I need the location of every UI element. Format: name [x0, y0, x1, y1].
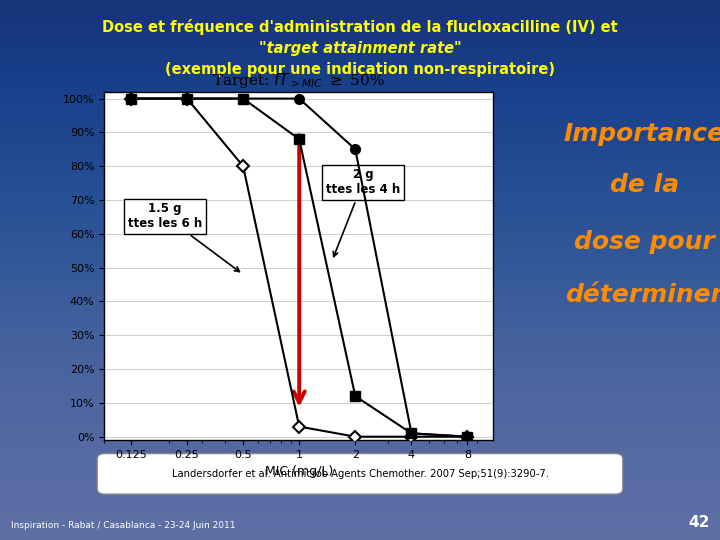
Title: Target: $\mathit{f}T_{>MIC}$ $\geq$ 50%: Target: $\mathit{f}T_{>MIC}$ $\geq$ 50% — [212, 71, 385, 90]
X-axis label: MIC (mg/L): MIC (mg/L) — [265, 465, 333, 478]
Text: Dose et fréquence d'administration de la flucloxacilline (IV) et: Dose et fréquence d'administration de la… — [102, 19, 618, 35]
Text: 2 g
ttes les 4 h: 2 g ttes les 4 h — [326, 168, 400, 256]
FancyBboxPatch shape — [97, 454, 623, 494]
Text: Importance: Importance — [564, 122, 720, 145]
Text: Inspiration - Rabat / Casablanca - 23-24 Juin 2011: Inspiration - Rabat / Casablanca - 23-24… — [11, 521, 235, 530]
Text: "target attainment rate": "target attainment rate" — [258, 40, 462, 56]
Text: Landersdorfer et al. Antimicrob Agents Chemother. 2007 Sep;51(9):3290-7.: Landersdorfer et al. Antimicrob Agents C… — [171, 469, 549, 478]
Text: dose pour: dose pour — [574, 230, 715, 253]
Text: 1.5 g
ttes les 6 h: 1.5 g ttes les 6 h — [127, 202, 240, 272]
Text: déterminer: déterminer — [565, 284, 720, 307]
Text: 42: 42 — [688, 515, 709, 530]
Text: (exemple pour une indication non-respiratoire): (exemple pour une indication non-respira… — [165, 62, 555, 77]
Text: de la: de la — [610, 173, 679, 197]
